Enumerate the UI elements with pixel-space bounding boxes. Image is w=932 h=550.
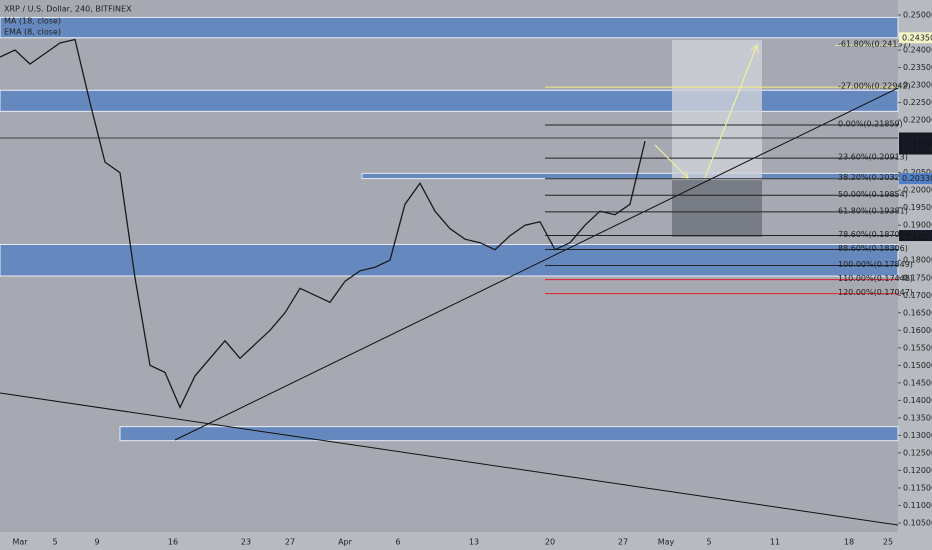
- price-marker: [899, 32, 932, 44]
- arrow-head: [750, 44, 759, 54]
- fib-label: 0.00%(0.21859): [838, 120, 903, 129]
- chart-title: XRP / U.S. Dollar, 240, BITFINEX: [4, 5, 132, 14]
- x-tick-label: 25: [883, 538, 893, 547]
- fib-label: 50.00%(0.19854): [838, 190, 908, 199]
- x-tick-label: 5: [706, 538, 711, 547]
- price-axis-bg: [898, 0, 932, 550]
- x-tick-label: May: [658, 538, 675, 547]
- indicator-label: EMA (8, close): [4, 28, 61, 37]
- trend-line: [174, 87, 899, 441]
- countdown: 03:17:47: [902, 145, 932, 154]
- zone: [0, 16, 899, 39]
- x-tick-label: 9: [94, 538, 99, 547]
- x-tick-label: Apr: [338, 538, 353, 547]
- indicator-label: MA (18, close): [4, 17, 61, 26]
- x-tick-label: 20: [545, 538, 555, 547]
- x-tick-label: 23: [241, 538, 251, 547]
- x-tick-label: 27: [285, 538, 295, 547]
- price-marker: [899, 132, 932, 155]
- price-marker: [899, 173, 932, 185]
- price-line: [0, 38, 646, 409]
- price-marker: [899, 230, 932, 242]
- fib-label: 78.60%(0.18707): [838, 230, 908, 239]
- x-tick-label: 18: [844, 538, 854, 547]
- price-marker-label: 0.18705: [902, 231, 932, 240]
- stop-box: [672, 180, 762, 237]
- x-tick-label: 11: [770, 538, 780, 547]
- zone: [119, 426, 899, 442]
- fib-label: 88.60%(0.18306): [838, 244, 908, 253]
- zone: [0, 89, 899, 112]
- fib-label: 110.00%(0.17448): [838, 274, 913, 283]
- fib-label: 61.80%(0.19381): [838, 206, 908, 215]
- arrow: [704, 44, 758, 179]
- zone: [361, 172, 899, 180]
- fib-label: 100.00%(0.17849): [838, 260, 913, 269]
- arrow: [654, 144, 689, 179]
- x-tick-label: 16: [168, 538, 178, 547]
- fib-label: 120.00%(0.17047): [838, 288, 913, 297]
- price-marker-label: 0.21489: [902, 134, 932, 143]
- fib-label: 38.20%(0.20327): [838, 173, 908, 182]
- trend-line: [0, 392, 899, 526]
- fib-label: -61.80%(0.24137): [838, 40, 911, 49]
- x-tick-label: Mar: [12, 538, 28, 547]
- fib-label: 23.60%(0.20913): [838, 153, 908, 162]
- x-tick-label: 5: [52, 538, 57, 547]
- x-tick-label: 6: [395, 538, 400, 547]
- price-marker-label: 0.24350: [902, 33, 932, 42]
- time-axis-bg: [0, 532, 898, 550]
- x-tick-label: 13: [469, 538, 479, 547]
- fib-label: -27.00%(0.22942): [838, 82, 911, 91]
- target-box: [672, 40, 762, 180]
- price-marker-label: 0.20330: [902, 174, 932, 183]
- x-tick-label: 27: [618, 538, 628, 547]
- arrow-head: [680, 170, 689, 179]
